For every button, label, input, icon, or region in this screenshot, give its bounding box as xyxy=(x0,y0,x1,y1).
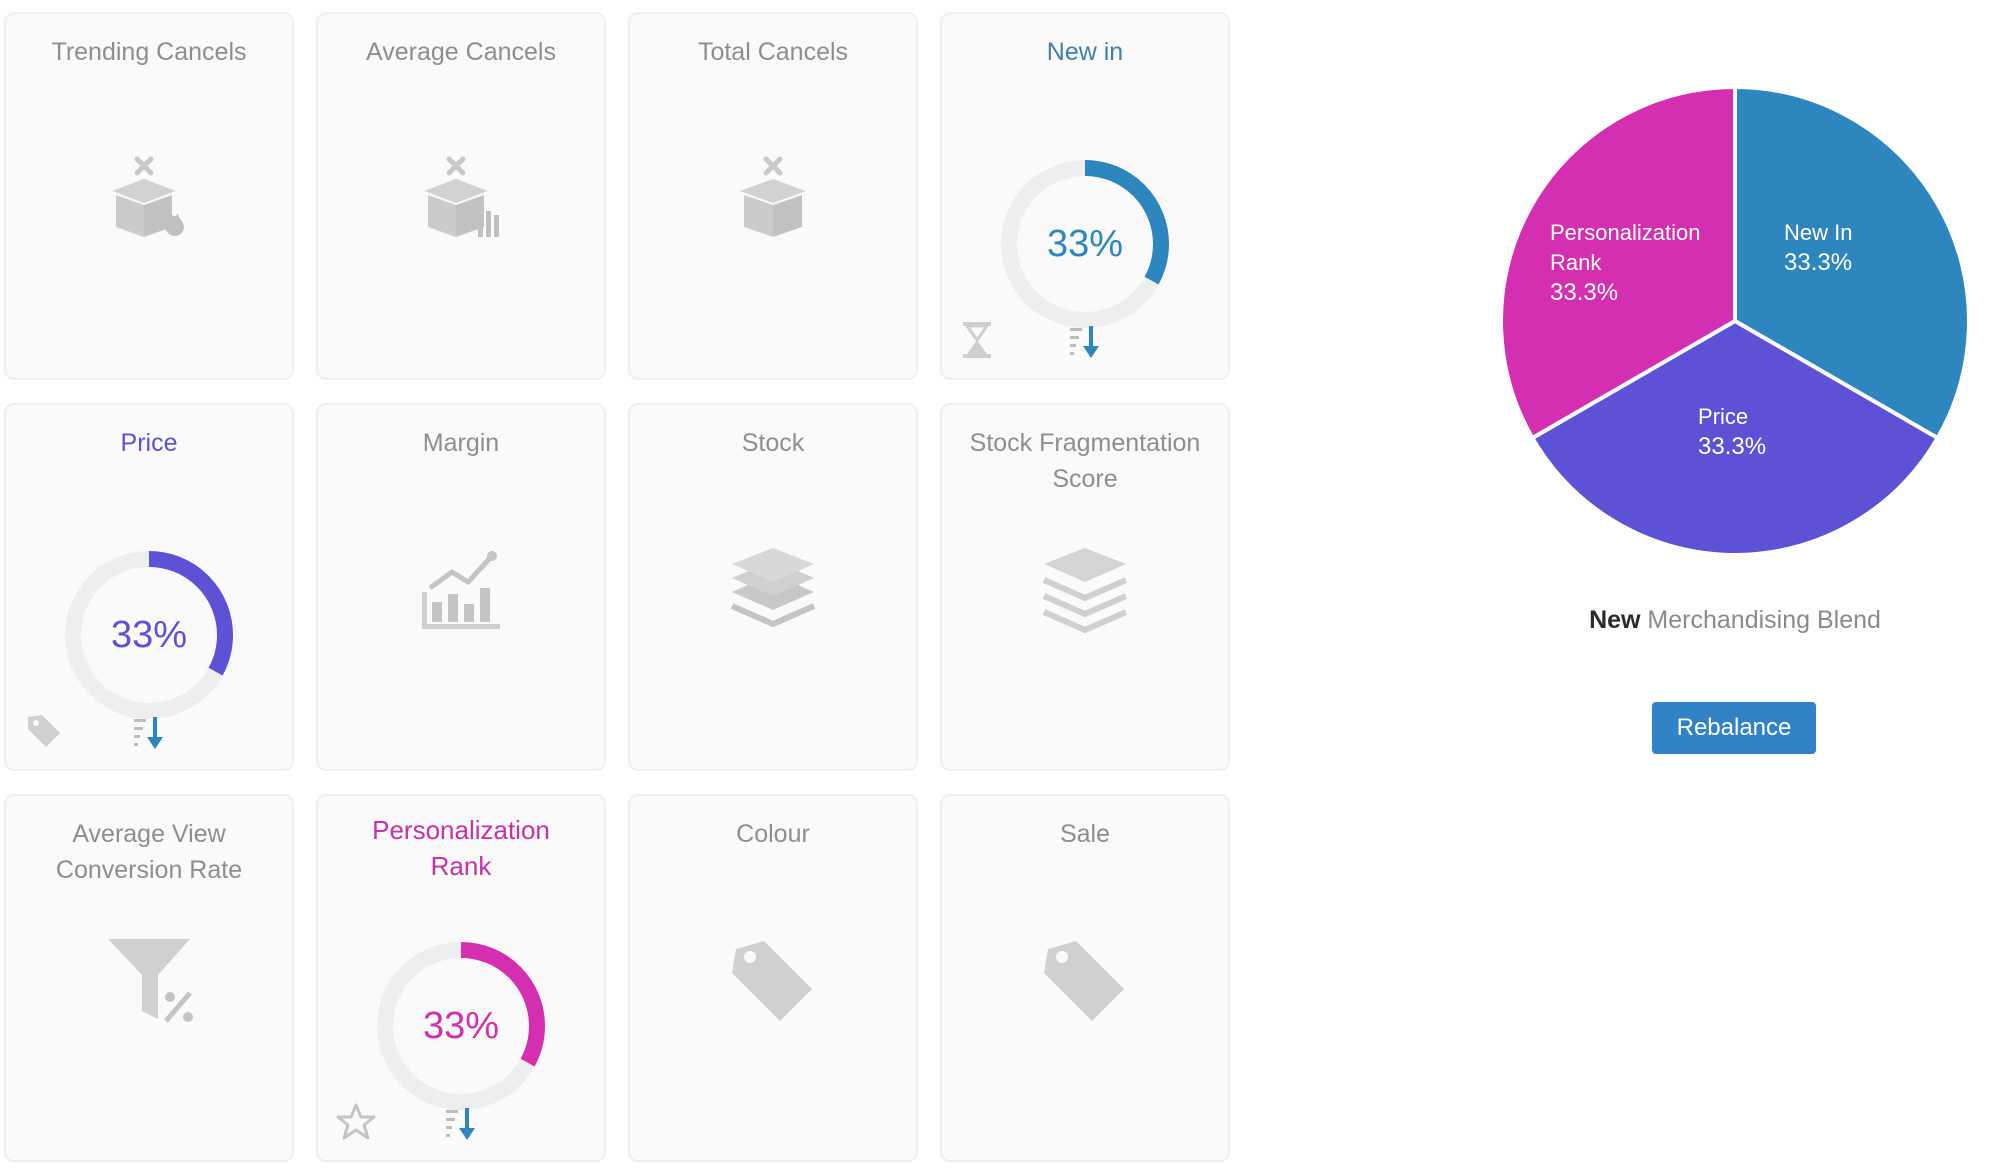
card-title-line1: Stock Fragmentation xyxy=(969,429,1201,457)
blend-caption-rest: Merchandising Blend xyxy=(1640,606,1881,634)
card-average-cancels[interactable]: Average Cancels xyxy=(316,12,606,380)
card-title: Margin xyxy=(422,429,500,457)
price-percent: 33% xyxy=(110,613,188,656)
pie-label-value: 33.3% xyxy=(1550,279,1619,306)
box-cancel-fire-icon xyxy=(104,153,194,243)
layers-outline-icon xyxy=(1040,544,1130,634)
tag-icon xyxy=(1040,935,1130,1025)
box-cancel-chart-icon xyxy=(416,153,506,243)
hourglass-icon[interactable] xyxy=(960,320,994,360)
card-avg-view-conversion[interactable]: Average View Conversion Rate xyxy=(4,794,294,1162)
sort-descending-icon[interactable] xyxy=(132,715,166,751)
price-donut: 33% xyxy=(61,547,237,723)
card-title: Stock Fragmentation Score xyxy=(950,425,1220,497)
pie-label-personalization-rank: Personalization Rank 33.3% xyxy=(1550,218,1700,308)
price-tag-icon[interactable] xyxy=(24,711,64,751)
card-title: Stock xyxy=(741,429,805,457)
card-title-line2: Score xyxy=(1052,465,1118,493)
card-title-line2: Conversion Rate xyxy=(55,856,243,884)
card-title: Total Cancels xyxy=(697,38,849,66)
card-title: Personalization Rank xyxy=(326,812,596,884)
growth-chart-icon xyxy=(416,544,506,634)
pie-slice-1 xyxy=(1529,318,1941,557)
new-in-donut: 33% xyxy=(997,156,1173,332)
pie-label-name: Personalization xyxy=(1550,220,1701,245)
price-donut-arc xyxy=(65,551,233,719)
personalization-donut: 33% xyxy=(373,938,549,1114)
pie-slice-0 xyxy=(1733,84,1971,441)
new-in-percent: 33% xyxy=(1046,222,1124,265)
card-personalization-rank[interactable]: Personalization Rank 33% xyxy=(316,794,606,1162)
layers-icon xyxy=(728,544,818,634)
sort-descending-icon[interactable] xyxy=(444,1106,478,1142)
card-title-line1: Average View xyxy=(72,820,226,848)
pie-label-new-in: New In 33.3% xyxy=(1784,218,1852,278)
pie-label-name: New In xyxy=(1784,220,1853,245)
card-title: Sale xyxy=(1059,820,1111,848)
blend-caption-bold: New xyxy=(1589,606,1641,634)
personalization-donut-arc xyxy=(377,942,545,1110)
pie-label-price: Price 33.3% xyxy=(1698,402,1766,462)
card-title: New in xyxy=(1046,38,1124,66)
pie-slice-2 xyxy=(1499,84,1737,441)
card-margin[interactable]: Margin xyxy=(316,403,606,771)
card-trending-cancels[interactable]: Trending Cancels xyxy=(4,12,294,380)
card-title-line2: Rank xyxy=(430,851,492,881)
card-title: Trending Cancels xyxy=(51,38,247,66)
card-title: Colour xyxy=(736,820,810,848)
pie-label-value: 33.3% xyxy=(1698,433,1767,460)
sort-descending-icon[interactable] xyxy=(1068,324,1102,360)
card-title-line1: Personalization xyxy=(372,815,550,845)
card-title: Price xyxy=(120,429,178,457)
card-stock[interactable]: Stock xyxy=(628,403,918,771)
funnel-percent-icon xyxy=(104,935,194,1025)
blend-caption: New Merchandising Blend xyxy=(1470,606,2000,635)
tag-icon xyxy=(728,935,818,1025)
card-colour[interactable]: Colour xyxy=(628,794,918,1162)
card-sale[interactable]: Sale xyxy=(940,794,1230,1162)
card-total-cancels[interactable]: Total Cancels xyxy=(628,12,918,380)
pie-chart xyxy=(1499,84,1971,557)
merchandising-blend-pie: New In 33.3% Price 33.3% Personalization… xyxy=(1496,82,1974,560)
new-in-donut-arc xyxy=(1001,160,1169,328)
box-cancel-icon xyxy=(728,153,818,243)
card-title: Average View Conversion Rate xyxy=(14,816,284,888)
card-stock-fragmentation[interactable]: Stock Fragmentation Score xyxy=(940,403,1230,771)
personalization-percent: 33% xyxy=(422,1004,500,1047)
star-icon[interactable] xyxy=(336,1102,376,1142)
card-new-in[interactable]: New in 33% xyxy=(940,12,1230,380)
rebalance-button[interactable]: Rebalance xyxy=(1652,702,1816,754)
pie-label-value: 33.3% xyxy=(1784,249,1853,276)
card-price[interactable]: Price 33% xyxy=(4,403,294,771)
pie-label-name: Price xyxy=(1698,404,1749,429)
card-title: Average Cancels xyxy=(366,38,556,66)
pie-label-name-2: Rank xyxy=(1550,250,1602,275)
